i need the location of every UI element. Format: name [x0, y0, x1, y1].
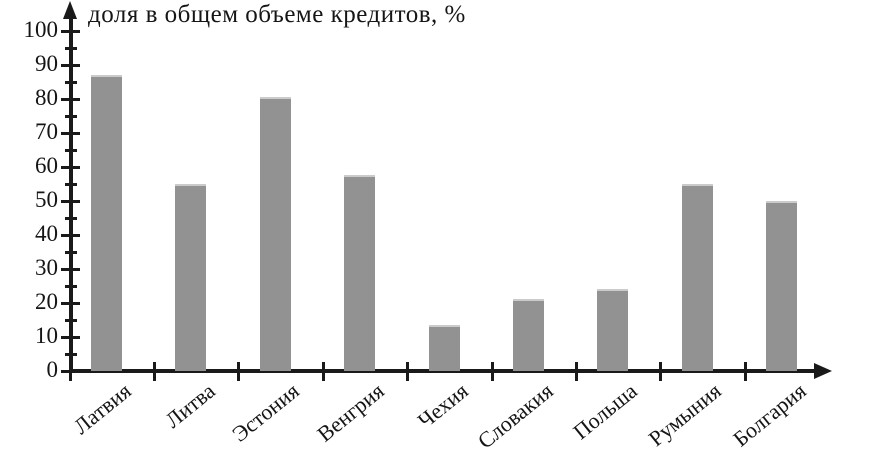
- x-tick: [68, 361, 72, 381]
- bar-5: [428, 324, 460, 371]
- y-tick-label: 100: [23, 17, 59, 42]
- y-tick-label: 90: [35, 51, 58, 76]
- y-major-tick: [61, 233, 81, 237]
- x-tick: [152, 361, 156, 381]
- y-minor-tick: [64, 216, 77, 220]
- y-minor-tick: [64, 148, 77, 152]
- chart-title: доля в общем объеме кредитов, %: [88, 1, 466, 28]
- bar-3: [259, 97, 291, 371]
- y-minor-tick: [64, 318, 77, 322]
- y-minor-tick: [64, 284, 77, 288]
- y-tick-label: 20: [35, 289, 58, 314]
- x-tick: [321, 361, 325, 381]
- x-tick: [743, 361, 747, 381]
- y-tick-label: 10: [35, 323, 58, 348]
- y-minor-tick: [64, 46, 77, 50]
- x-axis: [69, 369, 817, 373]
- y-tick-label: 70: [35, 119, 58, 144]
- y-axis-arrow-icon: [63, 1, 77, 19]
- y-major-tick: [61, 165, 81, 169]
- y-tick-label: 80: [35, 85, 58, 110]
- y-major-tick: [61, 335, 81, 339]
- y-tick-label: 50: [35, 187, 58, 212]
- y-tick-label: 40: [35, 221, 58, 246]
- x-tick: [406, 361, 410, 381]
- y-major-tick: [61, 97, 81, 101]
- y-minor-tick: [64, 250, 77, 254]
- bar-1: [91, 74, 122, 371]
- bar-8: [681, 183, 713, 371]
- bar-4: [344, 175, 376, 371]
- x-axis-arrow-icon: [814, 363, 832, 379]
- bar-9: [766, 200, 798, 371]
- y-major-tick: [61, 267, 81, 271]
- x-tick: [490, 361, 494, 381]
- y-major-tick: [61, 131, 81, 135]
- bar-7: [597, 289, 629, 371]
- x-tick: [574, 361, 578, 381]
- y-major-tick: [61, 63, 81, 67]
- y-tick-label: 0: [46, 357, 59, 382]
- y-tick-label: 30: [35, 255, 58, 280]
- y-tick-label: 60: [35, 153, 58, 178]
- x-tick: [237, 361, 241, 381]
- y-minor-tick: [64, 352, 77, 356]
- y-major-tick: [61, 29, 81, 33]
- x-tick: [659, 361, 663, 381]
- y-major-tick: [61, 199, 81, 203]
- y-minor-tick: [64, 80, 77, 84]
- y-axis: [69, 12, 73, 372]
- bar-6: [513, 299, 544, 371]
- y-minor-tick: [64, 114, 77, 118]
- bar-2: [175, 183, 207, 371]
- y-major-tick: [61, 301, 81, 305]
- y-minor-tick: [64, 182, 77, 186]
